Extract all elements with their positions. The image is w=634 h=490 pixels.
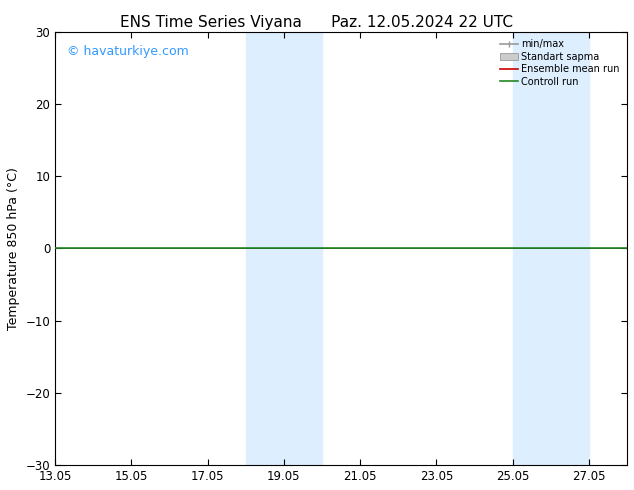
Bar bbox=[246, 31, 322, 465]
Y-axis label: Temperature 850 hPa (°C): Temperature 850 hPa (°C) bbox=[7, 167, 20, 330]
Text: ENS Time Series Viyana      Paz. 12.05.2024 22 UTC: ENS Time Series Viyana Paz. 12.05.2024 2… bbox=[120, 15, 514, 30]
Bar bbox=[513, 31, 589, 465]
Legend: min/max, Standart sapma, Ensemble mean run, Controll run: min/max, Standart sapma, Ensemble mean r… bbox=[498, 36, 622, 90]
Text: © havaturkiye.com: © havaturkiye.com bbox=[67, 45, 188, 57]
